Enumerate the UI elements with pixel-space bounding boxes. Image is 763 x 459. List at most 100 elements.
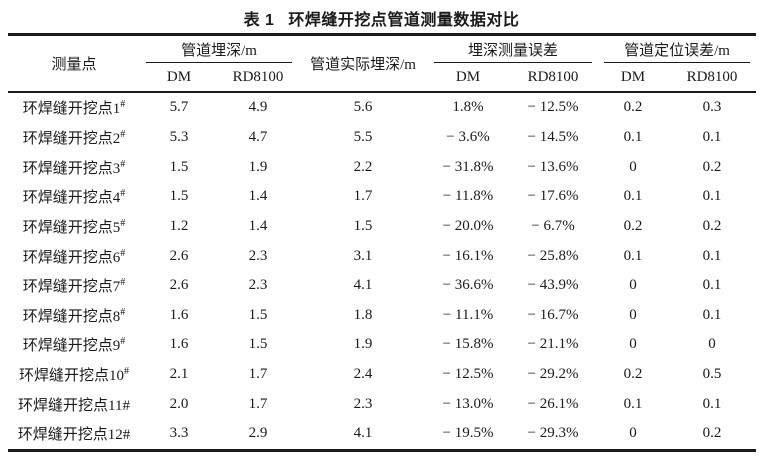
cell-dm-position: 0.1 [623, 188, 643, 205]
cell-dm-depth: 1.5 [169, 188, 189, 205]
cell-dm-error: − 15.8% [442, 336, 494, 353]
hash-superscript: # [120, 188, 126, 200]
row-label: 环焊缝开挖点6# [22, 247, 126, 266]
table-row: 环焊缝开挖点9# 1.6 1.5 1.9 − 15.8% − 21.1% 0 0 [8, 330, 756, 360]
cell-dm-error: − 11.8% [442, 188, 494, 205]
cell-dm-error: − 3.6% [446, 128, 490, 145]
cell-rd8100-error: − 16.7% [527, 306, 579, 323]
hash-superscript: # [120, 128, 126, 140]
cell-actual-depth: 2.3 [353, 395, 373, 412]
cell-rd8100-position: 0.1 [702, 188, 722, 205]
row-label: 环焊缝开挖点2# [22, 128, 126, 147]
cell-rd8100-position: 0.1 [702, 247, 722, 264]
cell-actual-depth: 1.7 [353, 188, 373, 205]
cell-dm-depth: 2.1 [169, 366, 189, 383]
cell-dm-position: 0.2 [623, 217, 643, 234]
hash-superscript: # [124, 366, 129, 378]
cell-dm-depth: 1.5 [169, 158, 189, 175]
row-label: 环焊缝开挖点10# [18, 366, 129, 385]
row-label: 环焊缝开挖点1# [22, 99, 126, 118]
cell-rd8100-depth: 2.9 [248, 425, 268, 442]
cell-rd8100-error: − 6.7% [531, 217, 575, 234]
row-label: 环焊缝开挖点11# [18, 397, 130, 414]
cell-rd8100-depth: 2.3 [248, 247, 268, 264]
cell-rd8100-error: − 13.6% [527, 158, 579, 175]
table-row: 环焊缝开挖点7# 2.6 2.3 4.1 − 36.6% − 43.9% 0 0… [8, 271, 756, 301]
cell-dm-depth: 1.6 [169, 306, 189, 323]
cell-dm-position: 0 [629, 425, 637, 442]
cell-rd8100-error: − 29.3% [527, 425, 579, 442]
cell-dm-depth: 2.6 [169, 247, 189, 264]
cell-dm-position: 0 [629, 277, 637, 294]
cell-dm-depth: 5.3 [169, 128, 189, 145]
cell-actual-depth: 5.5 [353, 128, 373, 145]
header-group-position-error: 管道定位误差/m [598, 35, 756, 64]
header-measure-point: 测量点 [8, 34, 140, 93]
header-actual-depth: 管道实际埋深/m [298, 34, 428, 93]
table-row: 环焊缝开挖点2# 5.3 4.7 5.5 − 3.6% − 14.5% 0.1 … [8, 123, 756, 153]
cell-rd8100-depth: 1.7 [248, 395, 268, 412]
cell-rd8100-position: 0.5 [702, 366, 722, 383]
cell-dm-position: 0 [629, 306, 637, 323]
hash-superscript: # [120, 247, 126, 259]
cell-rd8100-position: 0.1 [702, 277, 722, 294]
row-label: 环焊缝开挖点12# [17, 427, 131, 444]
cell-dm-depth: 1.6 [169, 336, 189, 353]
cell-dm-error: − 19.5% [442, 425, 494, 442]
cell-dm-depth: 1.2 [169, 217, 189, 234]
cell-rd8100-error: − 43.9% [527, 277, 579, 294]
subheader-rd8100-position: RD8100 [668, 63, 757, 93]
cell-dm-error: − 20.0% [442, 217, 494, 234]
cell-dm-depth: 3.3 [169, 425, 189, 442]
cell-dm-position: 0.1 [623, 128, 643, 145]
subheader-dm-error: DM [428, 63, 508, 93]
hash-superscript: # [120, 158, 126, 170]
cell-rd8100-depth: 1.5 [248, 336, 268, 353]
cell-rd8100-position: 0.1 [702, 128, 722, 145]
cell-rd8100-depth: 1.5 [248, 306, 268, 323]
table-title-text: 环焊缝开挖点管道测量数据对比 [288, 12, 520, 29]
subheader-rd8100-error: RD8100 [508, 63, 599, 93]
cell-rd8100-depth: 1.7 [248, 366, 268, 383]
cell-dm-error: − 13.0% [442, 395, 494, 412]
cell-rd8100-error: − 12.5% [527, 99, 579, 116]
table-header: 测量点 管道埋深/m 管道实际埋深/m 埋深测量误差 管道定位误差/m DM R… [8, 34, 757, 93]
cell-rd8100-position: 0.2 [702, 425, 722, 442]
cell-dm-error: − 31.8% [442, 158, 494, 175]
cell-rd8100-position: 0.2 [702, 158, 722, 175]
cell-rd8100-depth: 1.9 [248, 158, 268, 175]
hash-superscript: # [120, 306, 126, 318]
cell-dm-error: − 11.1% [442, 306, 494, 323]
hash-superscript: # [120, 336, 126, 348]
cell-actual-depth: 4.1 [353, 425, 373, 442]
table-row: 环焊缝开挖点3# 1.5 1.9 2.2 − 31.8% − 13.6% 0 0… [8, 152, 756, 182]
table-body: 环焊缝开挖点1# 5.7 4.9 5.6 1.8% − 12.5% 0.2 0.… [8, 92, 756, 450]
row-label: 环焊缝开挖点3# [22, 158, 126, 177]
cell-rd8100-depth: 2.3 [248, 277, 268, 294]
measurement-comparison-table: 测量点 管道埋深/m 管道实际埋深/m 埋深测量误差 管道定位误差/m DM R… [8, 33, 757, 452]
cell-actual-depth: 2.2 [353, 158, 373, 175]
cell-rd8100-error: − 17.6% [527, 188, 579, 205]
row-label: 环焊缝开挖点5# [22, 217, 126, 236]
cell-dm-depth: 2.6 [169, 277, 189, 294]
cell-actual-depth: 5.6 [353, 99, 373, 116]
table-title: 表 1 环焊缝开挖点管道测量数据对比 [0, 6, 763, 30]
cell-dm-error: 1.8% [452, 99, 484, 116]
cell-dm-position: 0.1 [623, 395, 643, 412]
cell-actual-depth: 3.1 [353, 247, 373, 264]
row-label: 环焊缝开挖点7# [22, 277, 126, 296]
hash-superscript: # [120, 277, 126, 289]
cell-rd8100-error: − 25.8% [527, 247, 579, 264]
table-row: 环焊缝开挖点8# 1.6 1.5 1.8 − 11.1% − 16.7% 0 0… [8, 300, 756, 330]
cell-rd8100-depth: 4.9 [248, 99, 268, 116]
cell-dm-error: − 16.1% [442, 247, 494, 264]
table-number: 表 1 [243, 12, 275, 29]
cell-dm-error: − 36.6% [442, 277, 494, 294]
row-label: 环焊缝开挖点4# [22, 188, 126, 207]
table-row: 环焊缝开挖点10# 2.1 1.7 2.4 − 12.5% − 29.2% 0.… [8, 360, 756, 390]
cell-dm-position: 0 [629, 336, 637, 353]
header-group-pipe-depth: 管道埋深/m [140, 35, 298, 64]
cell-rd8100-error: − 26.1% [527, 395, 579, 412]
table-row: 环焊缝开挖点4# 1.5 1.4 1.7 − 11.8% − 17.6% 0.1… [8, 182, 756, 212]
